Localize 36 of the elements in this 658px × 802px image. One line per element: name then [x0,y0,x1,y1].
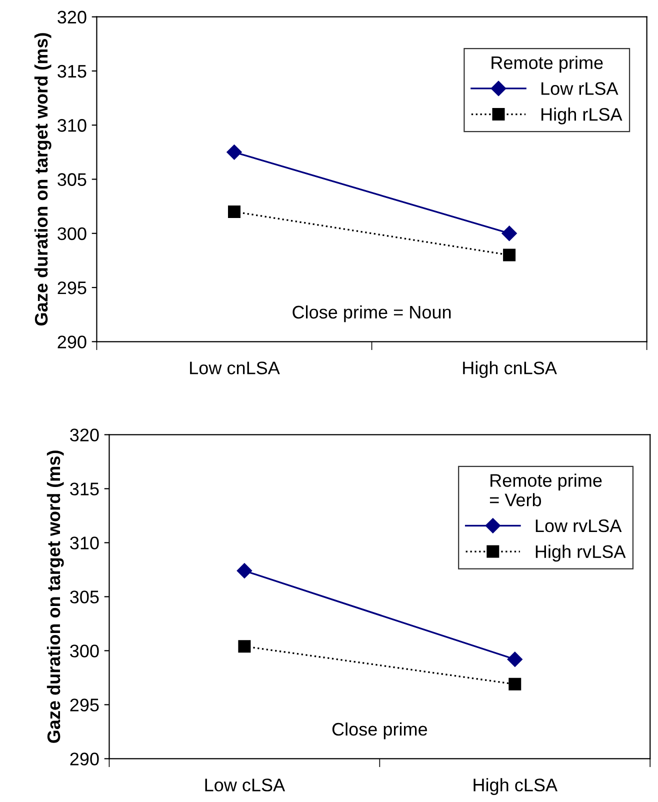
y-tick-label: 310 [58,119,86,132]
x-tick-label: Low cLSA [205,778,286,792]
point [236,563,252,578]
y-axis-title: Gaze duration on target word (ms) [46,450,64,743]
y-tick-label: 315 [70,482,99,496]
y-axis-title: Gaze duration on target word (ms) [34,33,52,326]
y-tick-label: 315 [58,64,86,78]
legend-title: Remote prime [492,56,603,73]
point [503,248,516,262]
point [226,144,242,160]
legend-label: High rLSA [542,108,622,124]
x-tick-label: High cnLSA [463,361,557,378]
x-tick-label: Low cnLSA [190,362,280,374]
y-tick-label: 320 [58,10,86,24]
y-tick-label: 305 [70,590,99,604]
y-tick-label: 290 [70,752,99,766]
legend-label: High rvLSA [536,544,626,562]
point [502,226,517,241]
annotation: Close prime = Noun [292,305,451,322]
point [228,205,240,218]
x-tick-label: High cLSA [474,778,558,795]
y-tick-label: 290 [58,336,86,348]
legend-label: Low rvLSA [536,519,622,532]
y-tick-label: 320 [70,428,99,442]
y-tick-label: 300 [70,644,99,658]
y-tick-label: 300 [58,227,86,240]
point [507,652,522,667]
legend-label: Low rLSA [542,82,618,95]
y-tick-label: 295 [58,281,86,294]
annotation: Close prime [332,722,428,740]
y-tick-label: 295 [70,698,99,712]
legend-title: Remote prime = Verb [490,474,602,506]
point [508,678,522,690]
y-tick-label: 310 [70,536,99,550]
y-tick-label: 305 [58,173,86,186]
point [238,640,251,653]
